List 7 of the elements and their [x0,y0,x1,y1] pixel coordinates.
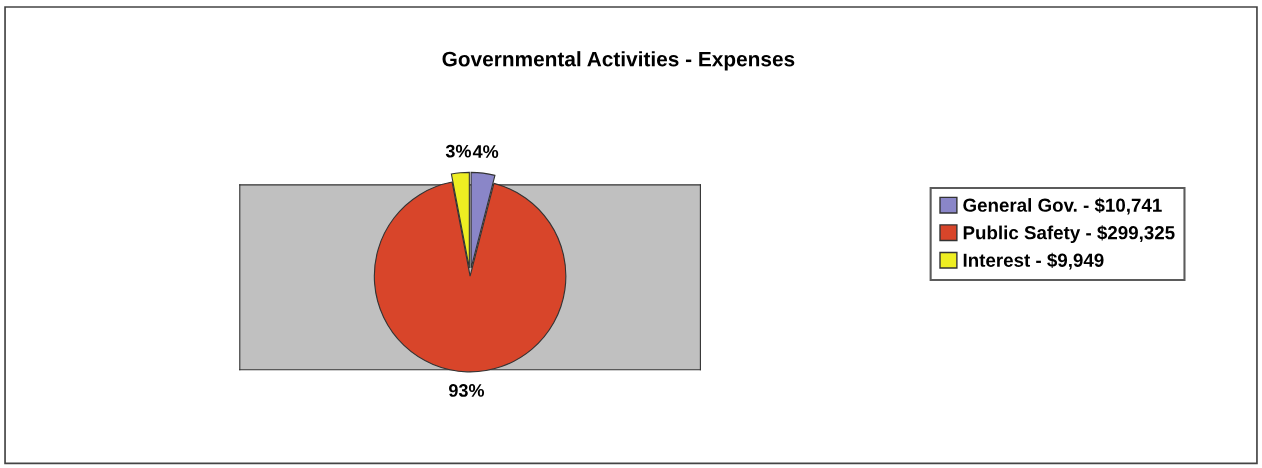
legend-label: General Gov. - $10,741 [963,197,1162,215]
legend-label: Public Safety - $299,325 [963,225,1175,244]
data-label: 93% [449,384,485,397]
data-label: 3% [445,144,471,158]
data-label: 4% [472,145,499,158]
chart-title: Governmental Activities - Expenses [442,51,795,71]
legend-label: Interest - $9,949 [963,252,1104,270]
